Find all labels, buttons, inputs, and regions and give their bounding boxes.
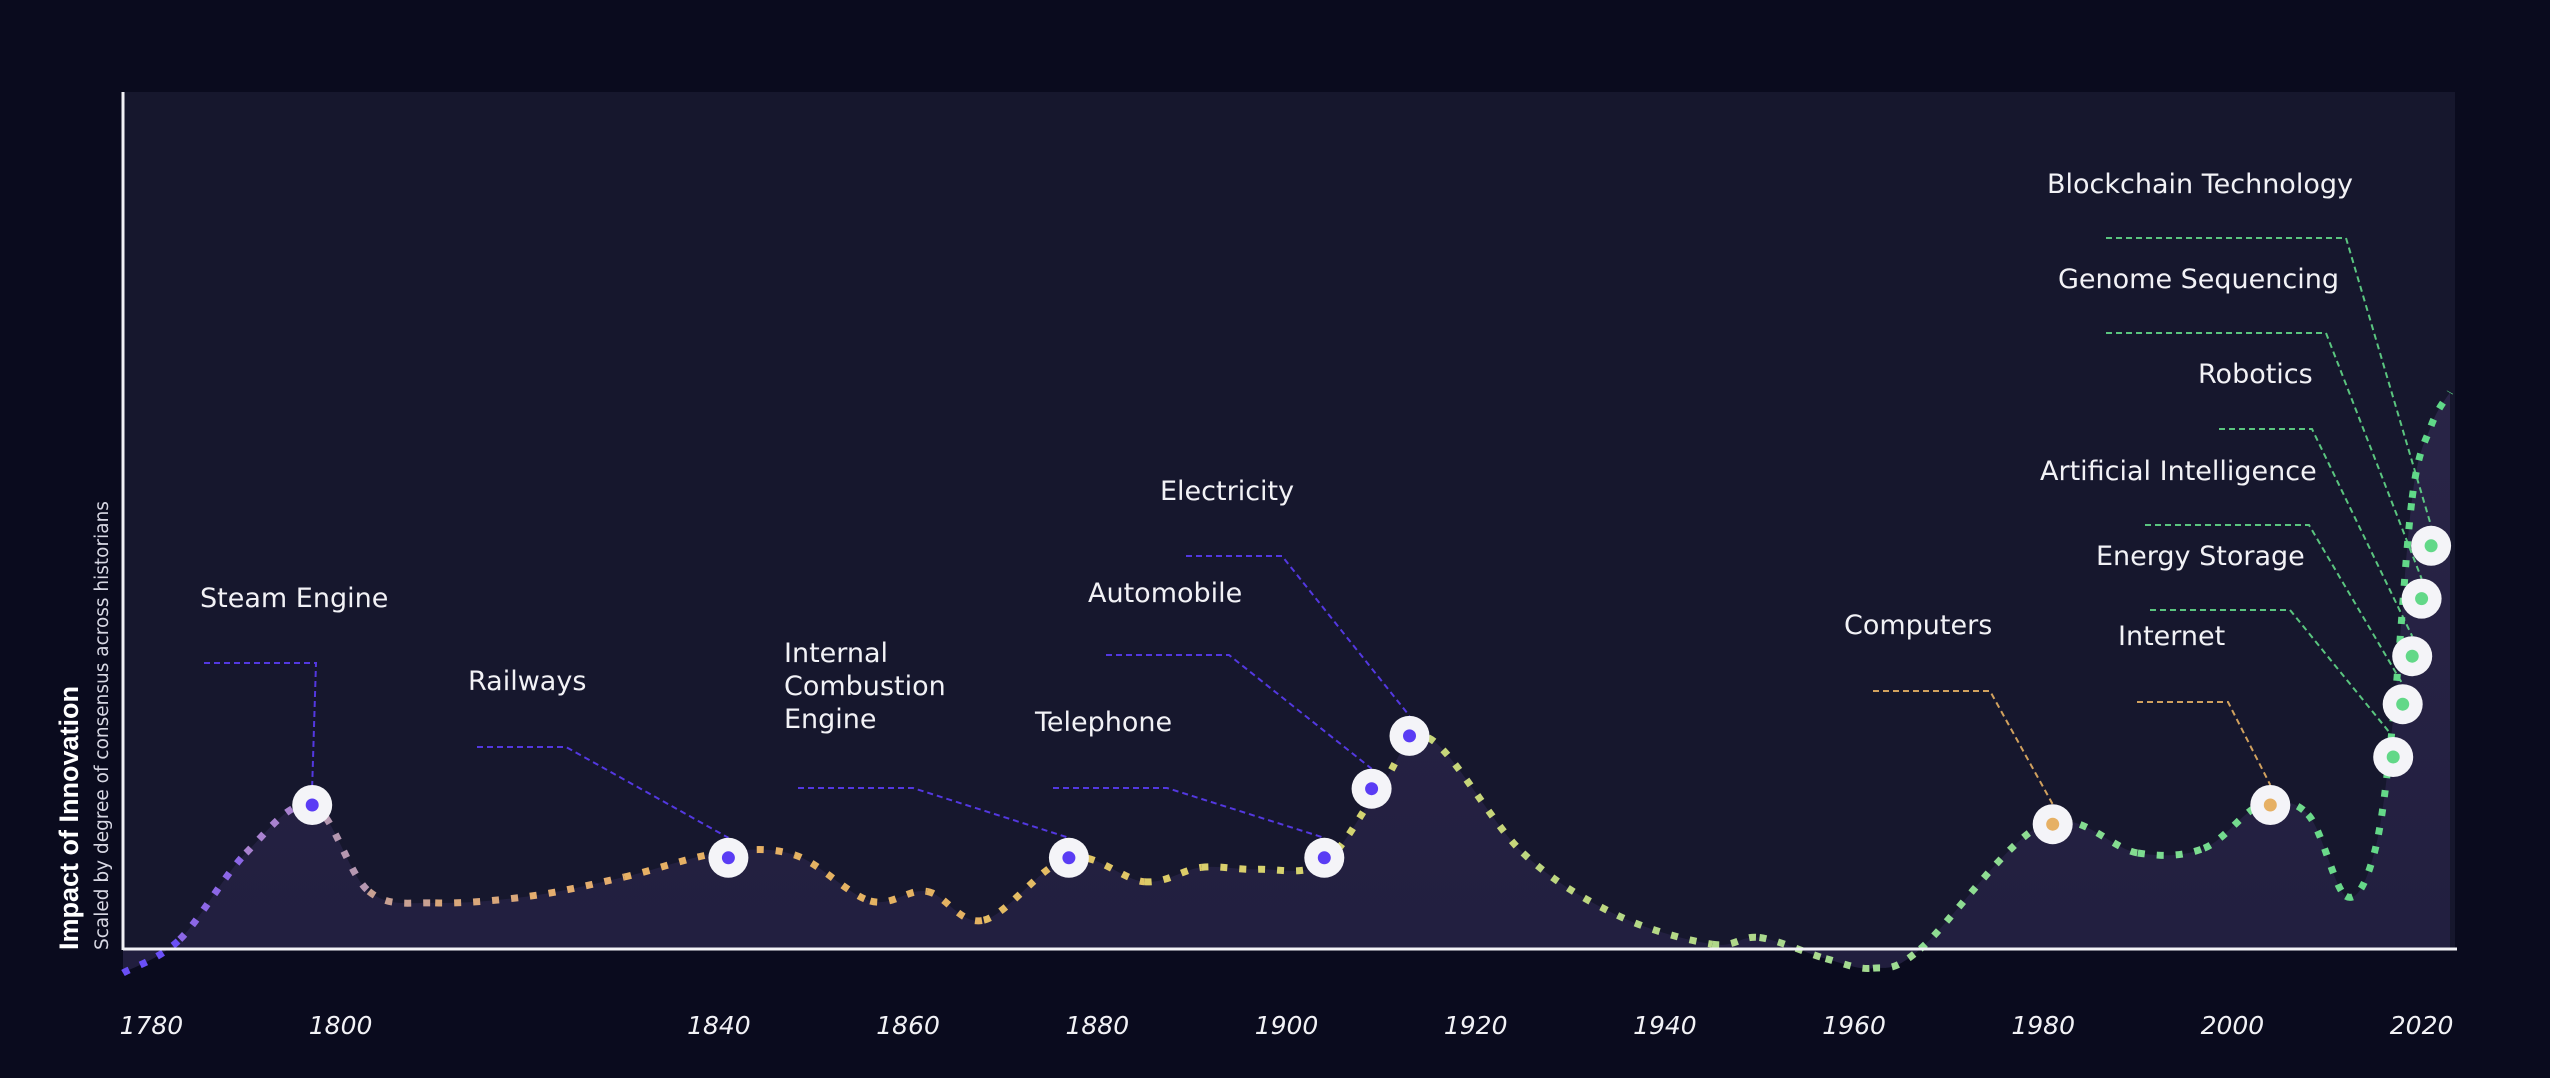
- curve-segment: [1711, 933, 1760, 949]
- marker-dot-internet: [2263, 798, 2277, 812]
- x-tick-1860: 1860: [876, 1011, 940, 1040]
- event-labels: Steam EngineRailwaysInternalCombustionEn…: [200, 169, 2353, 738]
- curve-segment: [2427, 390, 2454, 428]
- event-label-automobile: Automobile: [1088, 578, 1242, 609]
- x-tick-1800: 1800: [309, 1011, 373, 1040]
- marker-dot-railways: [721, 851, 735, 865]
- marker-dot-telephone: [1317, 851, 1331, 865]
- curve-segment: [925, 887, 985, 925]
- curve-area: [123, 392, 2450, 973]
- marker-dot-robotics: [2405, 649, 2419, 663]
- x-tick-1840: 1840: [687, 1011, 751, 1040]
- curve-segment: [1758, 934, 1827, 962]
- event-label-internal-combustion-engine: Combustion: [784, 671, 946, 702]
- leader-automobile: [1106, 654, 1373, 770]
- event-label-electricity: Electricity: [1160, 476, 1294, 507]
- curve-segment: [1068, 853, 1146, 886]
- curve-segment: [1520, 850, 1620, 919]
- x-tick-1940: 1940: [1633, 1011, 1697, 1040]
- x-tick-1980: 1980: [2011, 1011, 2075, 1040]
- curve-segment: [177, 850, 249, 942]
- x-tick-1880: 1880: [1065, 1011, 1129, 1040]
- event-label-robotics: Robotics: [2198, 359, 2313, 390]
- event-label-energy-storage: Energy Storage: [2096, 541, 2305, 572]
- y-axis-subtitle: Scaled by degree of consensus across his…: [92, 501, 113, 950]
- x-tick-labels: 1780 1800 1840 1860 1880 1900 1920 1940 1960 1980…: [120, 1011, 2454, 1040]
- curve-segment: [366, 888, 436, 907]
- curve-segment: [2137, 844, 2206, 859]
- marker-dot-artificial-intelligence: [2396, 697, 2410, 711]
- leader-railways: [477, 746, 729, 839]
- curve-segment: [718, 846, 796, 859]
- curve-segment: [310, 801, 372, 895]
- plot-background: [123, 92, 2455, 948]
- leader-electricity: [1186, 555, 1411, 717]
- marker-dot-genome-sequencing: [2415, 592, 2429, 606]
- marker-dot-computers: [2046, 817, 2060, 831]
- event-label-telephone: Telephone: [1034, 707, 1172, 738]
- leader-blockchain-technology: [2106, 237, 2433, 527]
- event-leaders: [204, 237, 2433, 839]
- event-label-computers: Computers: [1844, 610, 1992, 641]
- curve-segment: [121, 936, 183, 977]
- event-markers: [292, 525, 2452, 878]
- curve-segment: [1201, 863, 1259, 873]
- curve-segment: [1872, 946, 1923, 972]
- marker-dot-automobile: [1365, 782, 1379, 796]
- marker-dot-electricity: [1403, 729, 1416, 743]
- curve-segment: [869, 887, 928, 906]
- y-axis-title: Impact of Innovation: [54, 686, 84, 950]
- curve-segment: [2344, 852, 2378, 901]
- leader-genome-sequencing: [2106, 332, 2423, 579]
- leader-internal-combustion-engine: [798, 787, 1070, 839]
- leader-internet: [2137, 701, 2272, 786]
- event-label-blockchain-technology: Blockchain Technology: [2047, 169, 2353, 200]
- leader-energy-storage: [2150, 609, 2394, 738]
- leader-steam-engine: [204, 662, 318, 786]
- curve-segment: [1824, 955, 1874, 972]
- event-label-internal-combustion-engine: Engine: [784, 704, 877, 735]
- event-label-steam-engine: Steam Engine: [200, 583, 388, 614]
- marker-dot-energy-storage: [2386, 750, 2400, 764]
- leader-artificial-intelligence: [2145, 524, 2404, 685]
- curve-segment: [1144, 863, 1202, 886]
- curve-segment: [793, 851, 872, 905]
- event-label-internal-combustion-engine: Internal: [784, 638, 888, 669]
- x-tick-1960: 1960: [1822, 1011, 1886, 1040]
- event-label-genome-sequencing: Genome Sequencing: [2058, 264, 2339, 295]
- marker-dot-internal-combustion-engine: [1062, 851, 1076, 865]
- x-tick-2000: 2000: [2201, 1011, 2265, 1040]
- curve-segment: [2202, 801, 2263, 852]
- event-label-railways: Railways: [468, 666, 586, 697]
- x-tick-1780: 1780: [120, 1011, 184, 1040]
- leader-telephone: [1053, 787, 1325, 839]
- marker-dot-blockchain-technology: [2424, 539, 2438, 553]
- event-label-artificial-intelligence: Artificial Intelligence: [2040, 456, 2317, 487]
- event-label-internet: Internet: [2118, 621, 2225, 652]
- marker-dot-steam-engine: [305, 798, 319, 812]
- leader-robotics: [2219, 428, 2414, 637]
- curve-segment: [1426, 734, 1526, 856]
- x-tick-2020: 2020: [2390, 1011, 2454, 1040]
- x-tick-1920: 1920: [1444, 1011, 1508, 1040]
- leader-computers: [1873, 690, 2054, 805]
- x-tick-1900: 1900: [1255, 1011, 1319, 1040]
